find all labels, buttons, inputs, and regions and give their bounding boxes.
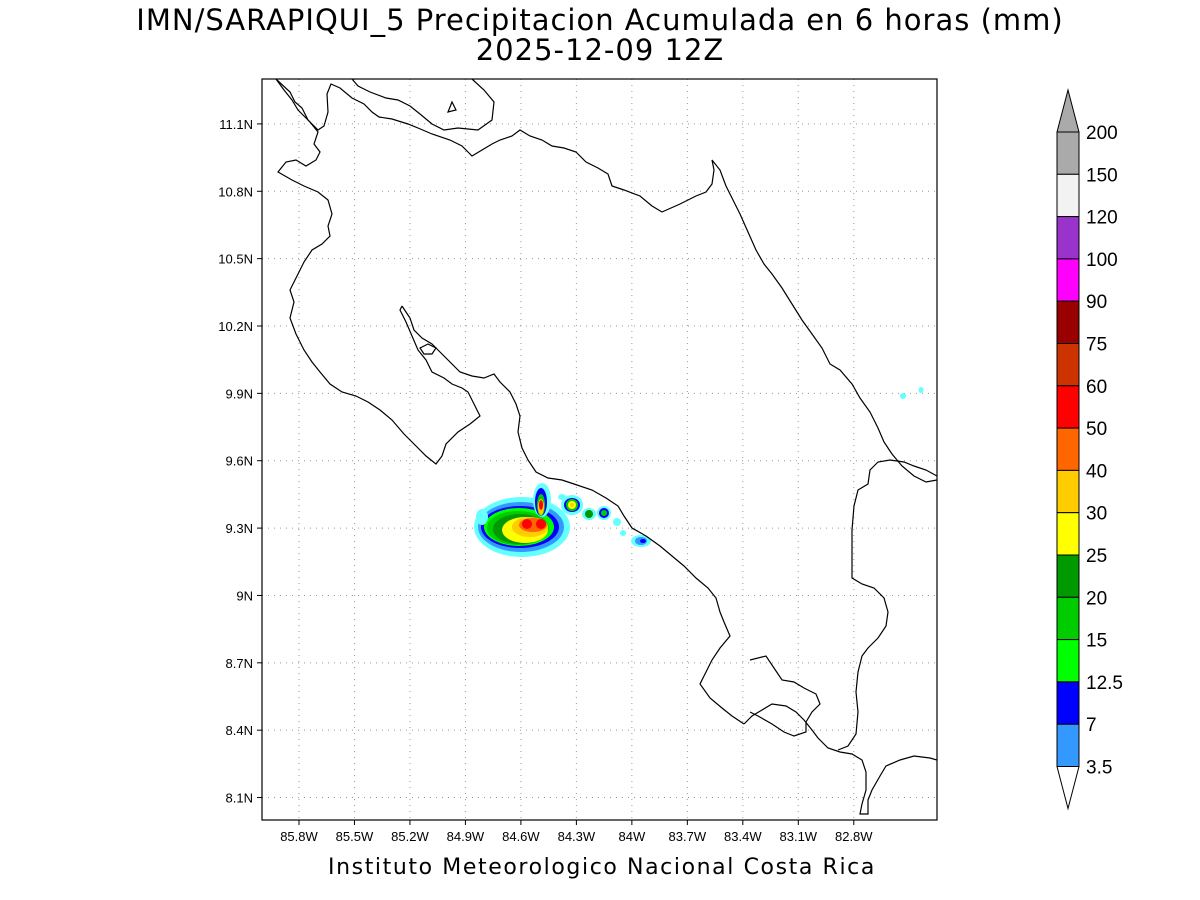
colorbar-box xyxy=(1056,723,1080,768)
precip-cell2-halo xyxy=(558,494,566,500)
colorbar-label: 7 xyxy=(1086,715,1097,736)
osa-peninsula xyxy=(743,703,937,815)
colorbar-label: 90 xyxy=(1086,292,1107,313)
precip-cell3c xyxy=(613,518,621,526)
colorbar-label: 3.5 xyxy=(1086,758,1112,779)
lon-tick-label: 82.8W xyxy=(835,829,873,844)
colorbar-top-triangle xyxy=(1056,88,1080,133)
coastline xyxy=(275,79,937,815)
lon-tick-label: 83.1W xyxy=(780,829,818,844)
colorbar-box xyxy=(1056,596,1080,641)
precip-core-60b xyxy=(536,519,546,529)
lat-axis: 11.1N 10.8N 10.5N 10.2N 9.9N 9.6N 9.3N 9N 8.7N 8.… xyxy=(218,117,262,806)
map-frame xyxy=(261,78,938,821)
golfo-dulce xyxy=(749,655,821,737)
colorbar-label: 200 xyxy=(1086,123,1118,144)
precip-core-60a xyxy=(522,519,532,529)
colorbar-box xyxy=(1056,216,1080,260)
colorbar-label: 100 xyxy=(1086,250,1118,271)
footer-credit: Instituto Meteorologico Nacional Costa R… xyxy=(328,855,876,880)
colorbar-label: 12.5 xyxy=(1086,673,1123,694)
colorbar-box xyxy=(1056,512,1080,556)
lat-tick-label: 8.4N xyxy=(226,723,253,738)
colorbar-label: 30 xyxy=(1086,504,1107,525)
colorbar-label: 25 xyxy=(1086,546,1107,567)
lat-tick-label: 9.9N xyxy=(226,386,253,401)
colorbar-box xyxy=(1056,554,1080,598)
caribbean-coast xyxy=(729,193,937,483)
colorbar-label: 15 xyxy=(1086,631,1107,652)
lat-tick-label: 9N xyxy=(236,588,253,603)
colorbar-label: 75 xyxy=(1086,335,1107,356)
precip-finger-60 xyxy=(539,500,543,510)
lat-tick-label: 10.2N xyxy=(218,319,253,334)
lon-tick-label: 83.4W xyxy=(724,829,762,844)
island-north xyxy=(447,100,457,113)
lon-tick-label: 85.5W xyxy=(336,829,374,844)
lat-tick-label: 10.8N xyxy=(218,184,253,199)
colorbar-label: 50 xyxy=(1086,419,1107,440)
colorbar-label: 20 xyxy=(1086,588,1107,609)
lon-tick-label: 84.9W xyxy=(447,829,485,844)
colorbar-box xyxy=(1056,258,1080,302)
lon-tick-label: 84.6W xyxy=(502,829,540,844)
lon-tick-label: 83.7W xyxy=(669,829,707,844)
precip-cell-west xyxy=(476,509,488,525)
colorbar-box xyxy=(1056,173,1080,218)
precip-cell3b-25 xyxy=(601,510,607,516)
colorbar-box xyxy=(1056,131,1080,175)
coastline-west xyxy=(275,79,481,465)
gulf-of-nicoya xyxy=(401,305,745,725)
graticule-grid xyxy=(262,79,937,820)
lat-tick-label: 8.1N xyxy=(226,791,253,806)
lon-tick-label: 84W xyxy=(618,829,645,844)
precip-spot-east-1 xyxy=(900,393,906,399)
lat-tick-label: 8.7N xyxy=(226,656,253,671)
precip-cell2-40 xyxy=(570,503,574,507)
colorbar-box xyxy=(1056,385,1080,429)
lat-tick-label: 9.6N xyxy=(226,454,253,469)
panama-border xyxy=(837,459,937,751)
map-title: IMN/SARAPIQUI_5 Precipitacion Acumulada … xyxy=(136,3,1064,37)
map-datetime: 2025-12-09 12Z xyxy=(475,33,725,67)
colorbar-box xyxy=(1056,681,1080,725)
precipitation-field xyxy=(474,387,924,557)
lon-tick-label: 85.2W xyxy=(391,829,429,844)
colorbar-box xyxy=(1056,300,1080,345)
colorbar-bottom-triangle xyxy=(1056,766,1080,811)
precip-cell4-core xyxy=(640,539,646,543)
coastline-lake-north xyxy=(351,79,495,131)
colorbar-box xyxy=(1056,343,1080,387)
colorbar-box xyxy=(1056,639,1080,683)
colorbar-label: 40 xyxy=(1086,461,1107,482)
colorbar-label: 150 xyxy=(1086,165,1118,186)
lon-tick-label: 85.8W xyxy=(280,829,318,844)
lon-tick-label: 84.3W xyxy=(558,829,596,844)
colorbar-label: 60 xyxy=(1086,377,1107,398)
lat-tick-label: 10.5N xyxy=(218,252,253,267)
island-gulf xyxy=(419,343,437,355)
lon-axis: 85.8W 85.5W 85.2W 84.9W 84.6W 84.3W 84W 83.7W 83… xyxy=(280,820,873,844)
lat-tick-label: 11.1N xyxy=(219,117,253,132)
colorbar-box xyxy=(1056,427,1080,471)
precip-spot-east-2 xyxy=(918,387,924,393)
colorbar-box xyxy=(1056,469,1080,514)
colorbar-label: 120 xyxy=(1086,208,1118,229)
precip-cell3d xyxy=(620,530,626,536)
precip-cell3a-20 xyxy=(585,510,593,518)
lat-tick-label: 9.3N xyxy=(226,521,253,536)
coastline-north xyxy=(275,79,731,213)
colorbar: 3.5 7 12.5 15 20 25 30 40 50 60 75 90 100 120 150 200 xyxy=(1056,88,1123,811)
